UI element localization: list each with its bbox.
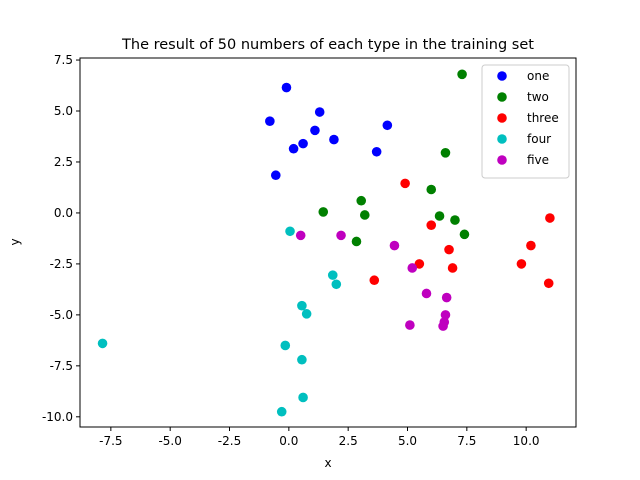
data-point-two-2 (426, 184, 437, 195)
data-point-two-9 (351, 236, 362, 247)
data-point-three-1 (426, 220, 437, 230)
data-point-one-7 (288, 143, 299, 154)
data-point-three-0 (400, 178, 410, 189)
y-tick-label-2: -5.0 (50, 308, 73, 322)
data-point-four-9 (276, 406, 287, 417)
data-point-one-6 (298, 138, 308, 149)
x-tick-label-5: 5.0 (398, 434, 417, 448)
legend-label-one: one (527, 69, 549, 83)
data-point-three-7 (447, 263, 458, 273)
data-point-two-6 (434, 211, 445, 221)
x-axis: -7.5 -5.0 -2.5 0.0 2.5 5.0 7.5 10.0 (99, 427, 540, 448)
data-point-five-8 (438, 321, 448, 331)
x-tick-label-2: -2.5 (218, 434, 241, 448)
legend-label-five: five (527, 153, 549, 167)
data-point-three-4 (444, 244, 454, 255)
chart-title: The result of 50 numbers of each type in… (121, 37, 534, 53)
data-point-four-3 (297, 300, 307, 311)
data-point-three-8 (369, 275, 380, 286)
data-point-two-3 (356, 195, 367, 206)
data-point-four-8 (298, 392, 308, 403)
data-point-five-1 (336, 230, 346, 241)
y-axis: -10.0 -7.5 -5.0 -2.5 0.0 2.5 5.0 7.5 (42, 53, 80, 424)
data-point-four-0 (285, 226, 295, 237)
legend-label-four: four (527, 132, 551, 146)
data-point-four-7 (297, 354, 307, 365)
y-tick-label-4: 0.0 (54, 206, 73, 220)
data-point-two-0 (457, 69, 467, 80)
y-tick-label-0: -10.0 (42, 410, 73, 424)
data-point-one-5 (329, 134, 339, 145)
y-tick-label-5: 2.5 (54, 155, 73, 169)
data-point-five-5 (441, 292, 452, 303)
legend-marker-one (497, 71, 507, 81)
data-point-two-4 (318, 207, 329, 217)
data-point-one-2 (314, 107, 325, 117)
x-axis-label: x (324, 456, 331, 470)
legend-marker-five (497, 155, 507, 165)
data-point-four-1 (327, 270, 338, 280)
y-tick-label-6: 5.0 (54, 104, 73, 118)
legend-label-two: two (527, 90, 549, 104)
data-point-three-2 (545, 213, 555, 223)
plot-frame (79, 57, 577, 428)
data-point-four-2 (331, 279, 342, 290)
data-point-two-1 (440, 147, 451, 158)
x-tick-label-6: 7.5 (457, 434, 476, 448)
legend: one two three four five (481, 64, 570, 179)
data-point-two-7 (450, 215, 460, 225)
y-tick-label-3: -2.5 (50, 257, 73, 271)
data-point-one-0 (265, 116, 275, 126)
data-point-one-8 (371, 146, 382, 157)
data-point-five-6 (440, 310, 451, 320)
data-point-four-4 (301, 309, 312, 319)
data-point-five-2 (389, 240, 400, 251)
data-point-three-6 (414, 259, 425, 269)
y-axis-label: y (8, 238, 22, 245)
points-layer (97, 69, 555, 417)
data-point-five-0 (295, 230, 306, 241)
x-tick-label-7: 10.0 (513, 434, 540, 448)
data-point-four-6 (280, 340, 291, 351)
legend-marker-three (497, 113, 507, 123)
data-point-three-9 (543, 278, 554, 289)
data-point-five-9 (405, 320, 415, 330)
x-tick-label-1: -5.0 (158, 434, 181, 448)
data-point-five-3 (407, 263, 418, 273)
data-point-one-1 (281, 82, 292, 93)
legend-marker-four (497, 134, 507, 144)
data-point-one-4 (382, 120, 393, 131)
data-point-three-3 (526, 240, 536, 251)
x-tick-label-0: -7.5 (99, 434, 122, 448)
data-point-two-8 (459, 229, 470, 240)
x-tick-label-3: 0.0 (279, 434, 298, 448)
data-point-three-5 (516, 259, 527, 269)
data-point-one-9 (270, 170, 281, 181)
legend-marker-two (497, 92, 507, 102)
data-point-four-5 (97, 338, 108, 349)
y-tick-label-7: 7.5 (54, 53, 73, 67)
legend-label-three: three (527, 111, 559, 125)
data-point-five-4 (421, 288, 432, 299)
x-tick-label-4: 2.5 (339, 434, 358, 448)
data-point-one-3 (310, 125, 320, 136)
y-tick-label-1: -7.5 (50, 359, 73, 373)
data-point-two-5 (359, 210, 370, 220)
